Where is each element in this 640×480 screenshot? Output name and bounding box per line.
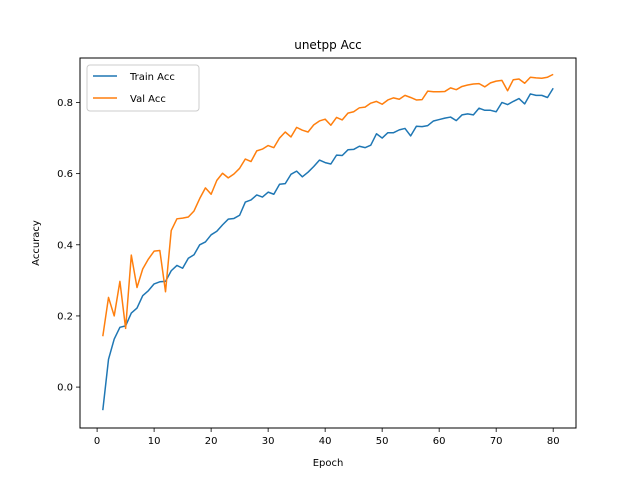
x-tick-label: 20 — [205, 436, 218, 447]
x-tick-label: 30 — [262, 436, 275, 447]
x-tick-label: 60 — [433, 436, 446, 447]
y-tick-label: 0.2 — [57, 311, 73, 322]
y-axis: 0.0 0.2 0.4 0.6 0.8 — [57, 98, 80, 394]
chart-title: unetpp Acc — [294, 38, 362, 52]
y-tick-label: 0.6 — [57, 169, 73, 180]
x-axis-label: Epoch — [313, 458, 344, 469]
y-tick-label: 0.8 — [57, 98, 73, 109]
x-tick-label: 10 — [148, 436, 161, 447]
plot-lines — [102, 73, 554, 411]
x-tick-label: 80 — [547, 436, 560, 447]
x-tick-label: 0 — [94, 436, 100, 447]
legend-label-val-acc: Val Acc — [130, 94, 166, 105]
legend: Train Acc Val Acc — [86, 64, 200, 112]
x-tick-label: 50 — [376, 436, 389, 447]
series-line-train-acc — [102, 87, 554, 411]
y-tick-label: 0.0 — [57, 383, 73, 394]
x-tick-label: 70 — [490, 436, 503, 447]
x-axis: 0 10 20 30 40 50 60 70 80 — [94, 428, 560, 447]
x-tick-label: 40 — [319, 436, 332, 447]
series-line-val-acc — [102, 73, 554, 337]
plot-frame — [79, 57, 577, 429]
y-axis-label: Accuracy — [31, 220, 42, 266]
y-tick-label: 0.4 — [57, 240, 73, 251]
legend-label-train-acc: Train Acc — [129, 72, 175, 83]
